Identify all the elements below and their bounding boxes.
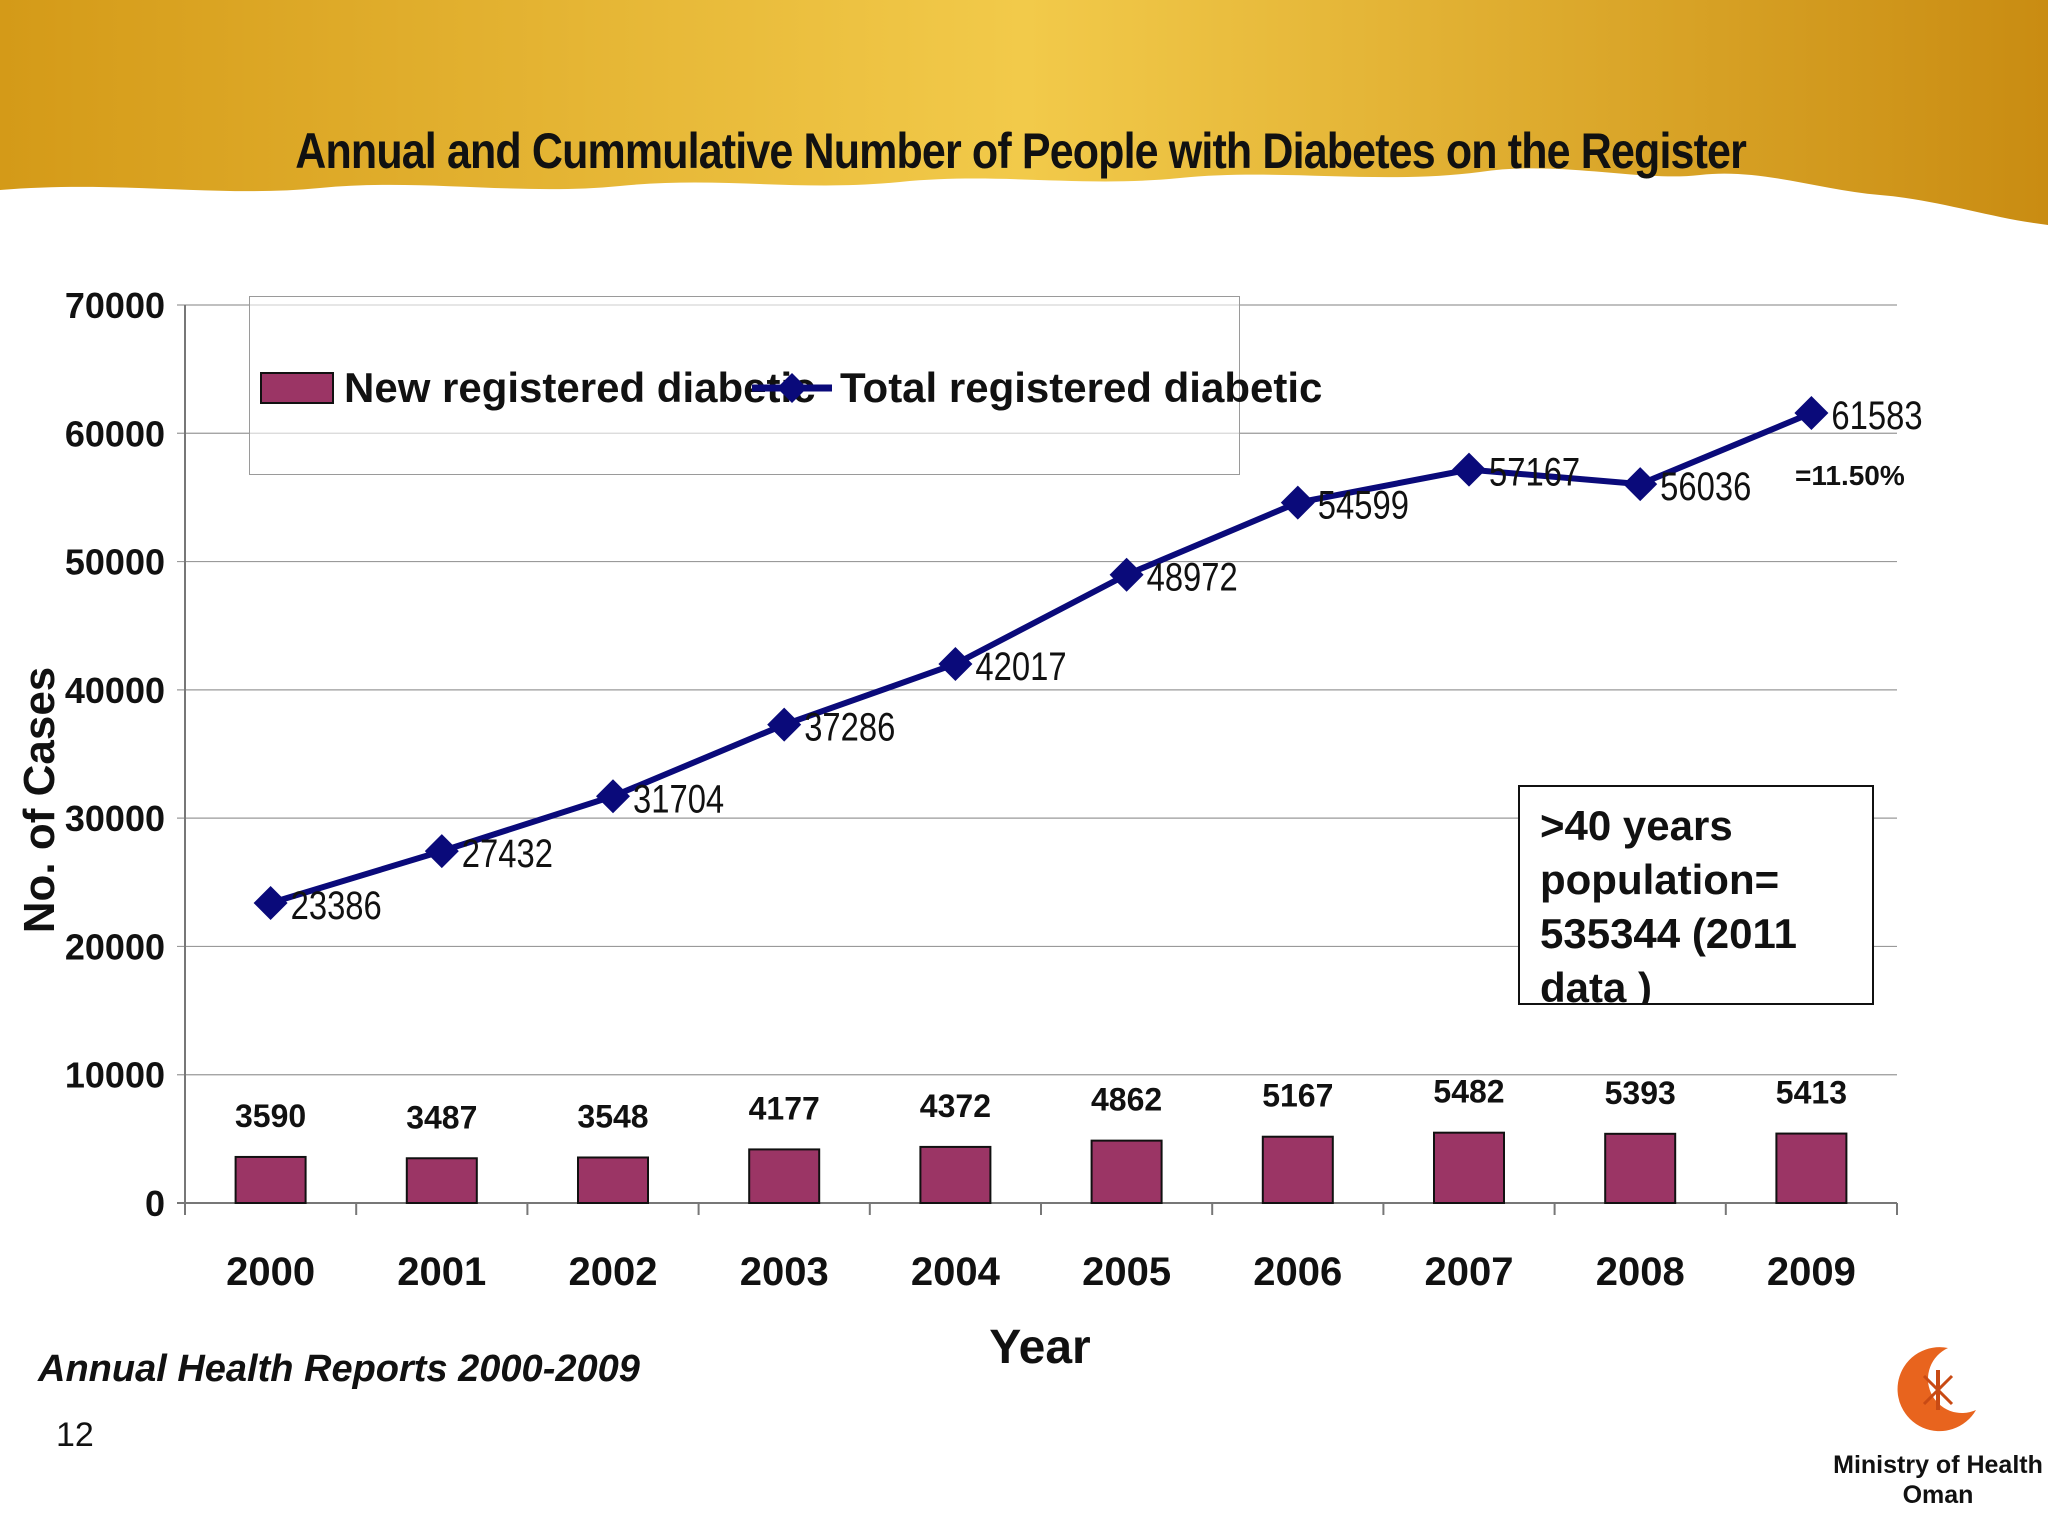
growth-rate-note: =11.50% [1795,460,1905,491]
y-tick-label: 40000 [65,670,165,711]
legend-item-new-registered: New registered diabetic [260,364,816,412]
bar-new-registered [1090,1139,1163,1204]
line-marker-diamond [1794,395,1829,430]
legend-label-new-registered: New registered diabetic [344,364,816,411]
bar-data-label: 5482 [1433,1074,1504,1110]
y-tick-label: 0 [145,1183,165,1224]
bar-data-label: 5393 [1605,1075,1676,1111]
bar-data-label: 4372 [920,1088,991,1124]
bar-new-registered [748,1148,821,1204]
x-tick-label: 2007 [1425,1250,1514,1294]
slide-number: 12 [56,1416,94,1454]
x-tick-label: 2000 [226,1250,315,1294]
chart-legend [249,296,1240,475]
x-tick-label: 2004 [911,1250,1001,1294]
line-marker-diamond [1623,467,1658,502]
x-tick-label: 2003 [740,1250,829,1294]
line-marker-diamond [767,707,802,742]
line-data-label: 37286 [804,705,895,750]
bar-data-label: 5413 [1776,1075,1847,1111]
total-registered-line [269,410,1813,906]
bar-new-registered [1604,1132,1677,1205]
x-axis-title: Year [989,1321,1091,1374]
y-tick-label: 60000 [65,413,165,454]
y-tick-label: 70000 [65,285,165,326]
y-tick-label: 20000 [65,926,165,967]
bar-data-label: 5167 [1262,1078,1333,1114]
legend-line-swatch [752,373,832,403]
source-note: Annual Health Reports 2000-2009 [38,1348,640,1390]
line-marker-diamond [424,834,459,869]
line-data-label: 48972 [1147,555,1238,600]
y-axis-title: No. of Cases [15,666,64,934]
line-data-label: 31704 [633,776,724,821]
bar-data-label: 3548 [577,1098,648,1134]
line-marker-diamond [1109,557,1144,592]
line-data-label: 27432 [462,831,553,876]
y-tick-label: 10000 [65,1055,165,1096]
bar-new-registered [1775,1132,1848,1205]
line-marker-diamond [1280,485,1315,520]
bar-new-registered [1261,1135,1334,1204]
x-tick-label: 2006 [1253,1250,1342,1294]
bar-new-registered [405,1157,478,1204]
x-tick-label: 2002 [569,1250,658,1294]
bar-data-label: 3590 [235,1098,306,1134]
legend-bar-swatch [260,372,334,404]
x-tick-label: 2001 [397,1250,486,1294]
slide-title: Annual and Cummulative Number of People … [295,123,1747,179]
line-data-label: 42017 [975,644,1066,689]
legend-item-total-registered: Total registered diabetic [752,364,1322,412]
x-tick-label: 2005 [1082,1250,1171,1294]
line-data-label: 57167 [1489,450,1580,495]
bar-new-registered [919,1145,992,1204]
x-tick-label: 2008 [1596,1250,1685,1294]
population-note-box: >40 years population= 535344 (2011 data … [1518,785,1874,1005]
ministry-emblem-icon [1897,1347,1976,1432]
bar-new-registered [577,1156,649,1205]
bar-data-label: 4862 [1091,1082,1162,1118]
line-data-label: 23386 [291,883,382,928]
line-data-label: 56036 [1660,464,1751,509]
y-tick-label: 30000 [65,798,165,839]
line-marker-diamond [253,885,288,920]
line-data-label: 54599 [1318,482,1409,527]
bar-data-label: 4177 [749,1090,820,1126]
line-data-label: 61583 [1831,393,1922,438]
bar-new-registered [234,1155,307,1205]
y-tick-label: 50000 [65,542,165,583]
gold-banner-background [0,0,2048,225]
bar-new-registered [1433,1131,1505,1205]
x-tick-label: 2009 [1767,1250,1856,1294]
line-marker-diamond [1452,452,1486,487]
ministry-name: Ministry of Health Oman [1833,1451,2043,1509]
bar-data-label: 3487 [406,1099,477,1135]
legend-label-total-registered: Total registered diabetic [840,364,1323,411]
line-marker-diamond [596,779,630,814]
line-marker-diamond [938,646,973,681]
